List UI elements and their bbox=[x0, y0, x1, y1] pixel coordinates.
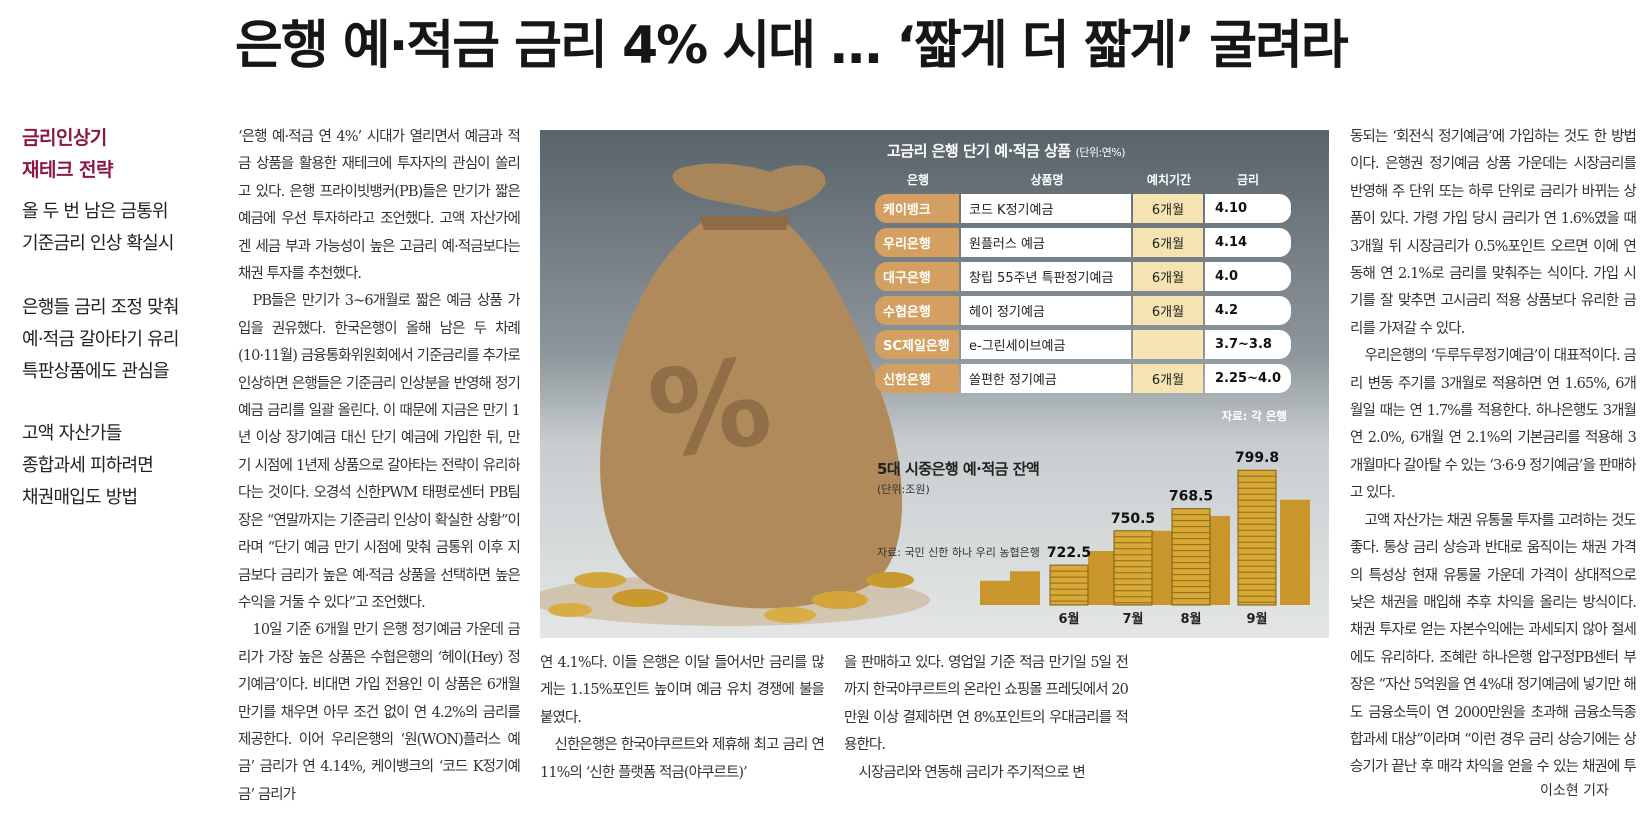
rate-table-row: 대구은행 창립 55주년 특판정기예금 6개월 4.0 bbox=[875, 262, 1305, 291]
subhead-line: 종합과세 피하려면 bbox=[22, 455, 154, 476]
chart-title: 5대 시중은행 예·적금 잔액 bbox=[877, 460, 1040, 478]
subhead-1: 올 두 번 남은 금통위 기준금리 인상 확실시 bbox=[22, 196, 212, 260]
bar-value-label: 768.5 bbox=[1169, 489, 1213, 505]
paragraph: 을 판매하고 있다. 영업일 기준 적금 만기일 5일 전까지 한국야쿠르트의 … bbox=[844, 655, 1128, 754]
bar-value-label: 750.5 bbox=[1111, 511, 1155, 527]
kicker-line: 재테크 전략 bbox=[22, 159, 114, 181]
paragraph: 10일 기준 6개월 만기 은행 정기예금 가운데 금리가 가장 높은 상품은 … bbox=[238, 622, 520, 803]
bank-cell: 대구은행 bbox=[875, 262, 959, 291]
product-cell: 창립 55주년 특판정기예금 bbox=[961, 262, 1131, 291]
rate-table-rows: 케이뱅크 코드 K정기예금 6개월 4.10 우리은행 원플러스 예금 6개월 4.14 대구은… bbox=[875, 194, 1305, 393]
article-column-4: 동되는 ‘회전식 정기예금’에 가입하는 것도 한 방법이다. 은행권 정기예금… bbox=[1350, 124, 1636, 780]
product-cell: 원플러스 예금 bbox=[961, 228, 1131, 257]
kicker-line: 금리인상기 bbox=[22, 127, 107, 149]
paragraph: 우리은행의 ‘두루두루정기예금’이 대표적이다. 금리 변동 주기를 3개월로 … bbox=[1350, 348, 1636, 502]
bank-cell: 우리은행 bbox=[875, 228, 959, 257]
product-cell: 헤이 정기예금 bbox=[961, 296, 1131, 325]
product-cell: 코드 K정기예금 bbox=[961, 194, 1131, 223]
chart-source: 자료: 국민 신한 하나 우리 농협은행 bbox=[877, 546, 1040, 559]
paragraph: 신한은행은 한국야쿠르트와 제휴해 최고 금리 연 11%의 ‘신한 플랫폼 적… bbox=[540, 737, 824, 781]
chart-unit: (단위:조원) bbox=[877, 483, 930, 496]
term-cell: 6개월 bbox=[1133, 296, 1203, 325]
term-cell bbox=[1133, 330, 1203, 359]
rate-cell: 4.10 bbox=[1205, 194, 1291, 223]
coin-stack-filler bbox=[1010, 571, 1040, 605]
infographic: % 고금리 은행 단기 예·적금 상품 (단위:연%) 은행 상품명 예치기간 … bbox=[540, 130, 1329, 638]
bank-cell: 수협은행 bbox=[875, 296, 959, 325]
paragraph: 시장금리와 연동해 금리가 주기적으로 변 bbox=[858, 764, 1086, 781]
subhead-line: 채권매입도 방법 bbox=[22, 487, 138, 508]
coin-stack-filler bbox=[980, 580, 1010, 605]
byline: 이소현 기자 bbox=[1540, 783, 1609, 799]
subhead-line: 은행들 금리 조정 맞춰 bbox=[22, 297, 179, 318]
bar-value-label: 722.5 bbox=[1047, 545, 1091, 561]
bar-value-label: 799.8 bbox=[1235, 450, 1279, 466]
header-rate: 금리 bbox=[1236, 173, 1260, 187]
rate-table-header: 은행 상품명 예치기간 금리 bbox=[875, 171, 1305, 188]
rate-cell: 4.14 bbox=[1205, 228, 1291, 257]
rate-cell: 4.0 bbox=[1205, 262, 1291, 291]
subhead-line: 예·적금 갈아타기 유리 bbox=[22, 329, 179, 350]
rate-table-title: 고금리 은행 단기 예·적금 상품 (단위:연%) bbox=[887, 142, 1126, 160]
term-cell: 6개월 bbox=[1133, 194, 1203, 223]
rate-table-row: 신한은행 쏠편한 정기예금 6개월 2.25~4.0 bbox=[875, 364, 1305, 393]
bar-6월 bbox=[1049, 564, 1089, 606]
category-label: 9월 bbox=[1246, 611, 1267, 627]
rate-table: 고금리 은행 단기 예·적금 상품 (단위:연%) 은행 상품명 예치기간 금리… bbox=[875, 140, 1305, 398]
bank-cell: 신한은행 bbox=[875, 364, 959, 393]
paragraph: 고액 자산가는 채권 유통물 투자를 고려하는 것도 좋다. 통상 금리 상승과… bbox=[1350, 512, 1636, 776]
headline: 은행 예·적금 금리 4% 시대 … ‘짧게 더 짧게’ 굴려라 bbox=[235, 16, 1349, 76]
money-bag-illustration bbox=[540, 163, 930, 626]
term-cell: 6개월 bbox=[1133, 228, 1203, 257]
rate-table-row: SC제일은행 e-그린세이브예금 3.7~3.8 bbox=[875, 330, 1305, 359]
article-column-1: ‘은행 예·적금 연 4%’ 시대가 열리면서 예금과 적금 상품을 활용한 재… bbox=[238, 124, 520, 820]
header-bank: 은행 bbox=[906, 173, 930, 187]
bar-7월 bbox=[1113, 530, 1153, 606]
rate-table-unit: (단위:연%) bbox=[1075, 146, 1126, 159]
bank-cell: 케이뱅크 bbox=[875, 194, 959, 223]
article-column-3: 을 판매하고 있다. 영업일 기준 적금 만기일 5일 전까지 한국야쿠르트의 … bbox=[844, 650, 1128, 820]
bank-cell: SC제일은행 bbox=[875, 330, 959, 359]
article-column-2: 연 4.1%다. 이들 은행은 이달 들어서만 금리를 많게는 1.15%포인트… bbox=[540, 650, 824, 820]
rate-table-row: 케이뱅크 코드 K정기예금 6개월 4.10 bbox=[875, 194, 1305, 223]
coin-stack-filler bbox=[1280, 499, 1310, 605]
subhead-line: 특판상품에도 관심을 bbox=[22, 361, 170, 382]
term-cell: 6개월 bbox=[1133, 262, 1203, 291]
paragraph: ‘은행 예·적금 연 4%’ 시대가 열리면서 예금과 적금 상품을 활용한 재… bbox=[238, 129, 520, 283]
term-cell: 6개월 bbox=[1133, 364, 1203, 393]
category-label: 7월 bbox=[1122, 611, 1143, 627]
product-cell: e-그린세이브예금 bbox=[961, 330, 1131, 359]
subhead-3: 고액 자산가들 종합과세 피하려면 채권매입도 방법 bbox=[22, 418, 212, 514]
subhead-line: 기준금리 인상 확실시 bbox=[22, 233, 174, 254]
table-source: 자료: 각 은행 bbox=[1221, 409, 1287, 423]
section-kicker: 금리인상기 재테크 전략 bbox=[22, 122, 202, 186]
header-term: 예치기간 bbox=[1146, 173, 1192, 187]
subhead-line: 올 두 번 남은 금통위 bbox=[22, 201, 169, 222]
paragraph: 동되는 ‘회전식 정기예금’에 가입하는 것도 한 방법이다. 은행권 정기예금… bbox=[1350, 129, 1636, 337]
category-label: 8월 bbox=[1180, 611, 1201, 627]
rate-cell: 3.7~3.8 bbox=[1205, 330, 1291, 359]
rate-cell: 2.25~4.0 bbox=[1205, 364, 1291, 393]
coin-stack-filler bbox=[1088, 551, 1118, 605]
rate-cell: 4.2 bbox=[1205, 296, 1291, 325]
paragraph: PB들은 만기가 3~6개월로 짧은 예금 상품 가입을 권유했다. 한국은행이… bbox=[238, 293, 520, 611]
bar-9월 bbox=[1237, 469, 1277, 606]
subhead-line: 고액 자산가들 bbox=[22, 423, 122, 444]
subhead-2: 은행들 금리 조정 맞춰 예·적금 갈아타기 유리 특판상품에도 관심을 bbox=[22, 292, 212, 388]
paragraph: 연 4.1%다. 이들 은행은 이달 들어서만 금리를 많게는 1.15%포인트… bbox=[540, 655, 824, 726]
header-product: 상품명 bbox=[1030, 173, 1064, 187]
category-label: 6월 bbox=[1058, 611, 1079, 627]
rate-table-row: 수협은행 헤이 정기예금 6개월 4.2 bbox=[875, 296, 1305, 325]
rate-table-row: 우리은행 원플러스 예금 6개월 4.14 bbox=[875, 228, 1305, 257]
product-cell: 쏠편한 정기예금 bbox=[961, 364, 1131, 393]
